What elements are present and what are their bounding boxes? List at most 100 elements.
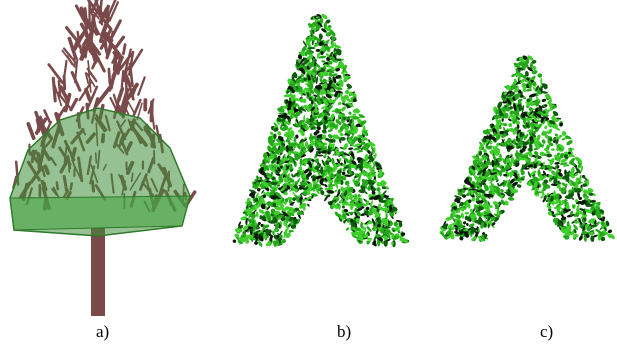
leaf (377, 223, 381, 228)
leaf (574, 180, 580, 186)
leaf (311, 72, 316, 77)
leaf (331, 42, 335, 49)
leaf (293, 218, 298, 223)
leaf (355, 173, 360, 177)
leaf (249, 213, 256, 218)
leaf (367, 175, 372, 180)
branch-stroke (74, 4, 88, 26)
leaf (529, 165, 533, 167)
leaf (309, 51, 313, 55)
leaf (312, 35, 319, 41)
leaf (505, 90, 513, 95)
leaf (454, 234, 461, 237)
leaf (344, 130, 349, 133)
leaf (508, 118, 512, 122)
leaf (564, 183, 568, 191)
leaf (284, 173, 289, 180)
leaf (600, 236, 606, 242)
leaf (378, 206, 386, 211)
leaf (544, 130, 550, 135)
branch-stroke (124, 96, 136, 115)
leaf (348, 194, 354, 200)
leaf (458, 218, 463, 226)
branch-stroke (109, 96, 119, 114)
leaf (307, 47, 316, 50)
leaf (574, 220, 580, 224)
leaf (358, 150, 363, 153)
leaf (586, 204, 594, 207)
leaf (282, 166, 287, 171)
leaf (374, 212, 381, 218)
leaf (276, 235, 280, 239)
branch-stroke (112, 93, 121, 114)
leaf (290, 129, 294, 137)
leaf (528, 97, 533, 101)
leaf (313, 131, 318, 136)
leaf (255, 237, 259, 241)
leaf (479, 200, 484, 204)
leaf (519, 78, 527, 83)
leaf (459, 224, 464, 229)
leaf (574, 184, 579, 189)
leaf (532, 66, 537, 70)
branch-stroke (150, 107, 156, 130)
leaf (284, 216, 290, 221)
leaf (316, 52, 321, 57)
leaf (296, 82, 300, 86)
leaf (291, 173, 294, 178)
leaf (549, 137, 553, 141)
leaf (303, 104, 309, 109)
leaf (303, 123, 306, 130)
leaf (250, 229, 253, 235)
leaf (454, 195, 462, 200)
leaf (234, 233, 239, 238)
leaf (341, 115, 345, 123)
leaf (522, 89, 527, 92)
leaf (368, 161, 372, 165)
leaf (294, 98, 301, 102)
leaf (377, 234, 381, 238)
leaf (378, 190, 381, 196)
branch-stroke (108, 19, 122, 44)
leaf (305, 82, 311, 85)
leaf (335, 109, 341, 114)
leaf (478, 177, 481, 184)
leaf (286, 155, 289, 159)
leaf (609, 234, 615, 239)
leaf (383, 207, 391, 211)
leaf (283, 201, 287, 205)
leaf (324, 119, 329, 124)
leaf (322, 14, 326, 19)
leaf (508, 123, 513, 128)
leaf (526, 112, 534, 118)
leaf (303, 57, 307, 60)
leaf (306, 189, 311, 195)
leaf (531, 133, 537, 138)
leaf (305, 141, 309, 149)
leaf (278, 145, 281, 151)
leaf (275, 192, 282, 198)
leaf (321, 171, 326, 178)
leaf (556, 152, 560, 156)
branch-stroke (128, 89, 135, 98)
leaf (530, 139, 535, 144)
leaf (342, 202, 346, 206)
leaf (463, 231, 469, 238)
leaf (278, 175, 284, 183)
leaf (560, 216, 567, 221)
leaf (552, 105, 558, 109)
leaf (320, 70, 328, 77)
leaf (303, 77, 308, 81)
leaf (245, 217, 248, 226)
leaf (277, 131, 282, 136)
leaf (300, 58, 305, 64)
leaf (274, 205, 282, 211)
leaf (522, 55, 528, 61)
leaf (379, 200, 388, 203)
leaf (519, 158, 526, 161)
leaf (490, 190, 498, 194)
leaf (313, 42, 321, 48)
leaf (316, 121, 323, 126)
leaf (460, 212, 464, 219)
leaf (542, 197, 547, 203)
